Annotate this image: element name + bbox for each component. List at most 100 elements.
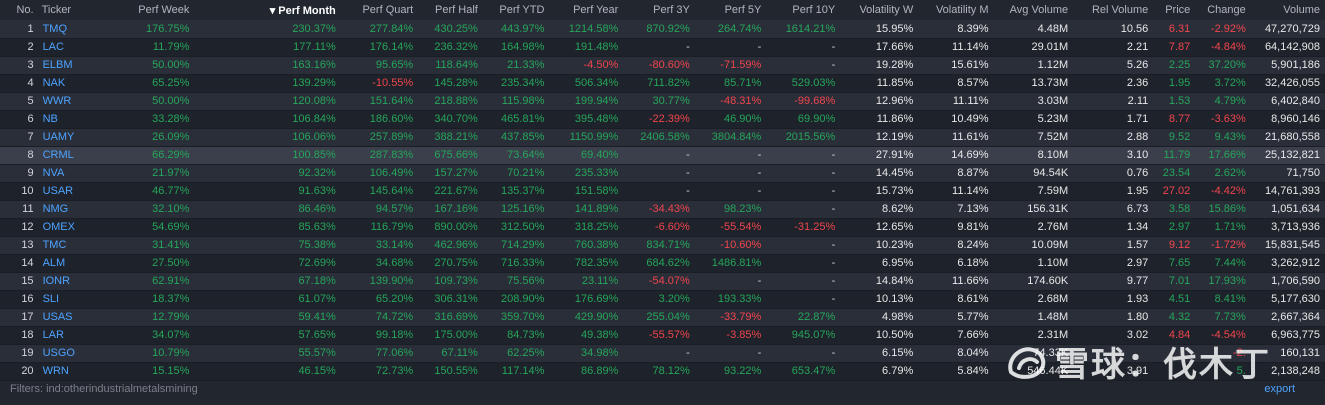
column-header-ticker[interactable]: Ticker	[39, 0, 96, 20]
column-header-perf-5y[interactable]: Perf 5Y	[695, 0, 766, 20]
cell-volume: 71,750	[1250, 164, 1325, 183]
cell-perf-quart: 145.64%	[340, 182, 419, 201]
cell-vol-w: 14.84%	[840, 272, 919, 291]
table-row[interactable]: 18 LAR 34.07% 57.65% 99.18% 175.00% 84.73% 49.3…	[0, 326, 1325, 345]
cell-ticker[interactable]: NMG	[38, 200, 96, 219]
cell-ticker[interactable]: WRN	[38, 362, 96, 381]
cell-perf-3y: 684.62%	[623, 254, 695, 273]
cell-ticker[interactable]: TMQ	[38, 20, 96, 39]
table-row[interactable]: 19 USGO 10.79% 55.57% 77.06% 67.11% 62.25% 34.9…	[0, 344, 1325, 363]
table-row[interactable]: 3 ELBM 50.00% 163.16% 95.65% 118.64% 21.33% -4.…	[0, 56, 1325, 75]
table-row[interactable]: 6 NB 33.28% 106.84% 186.60% 340.70% 465.81% 395…	[0, 110, 1325, 129]
cell-change: 1.71%	[1195, 218, 1251, 237]
cell-no: 17	[0, 308, 39, 327]
cell-ticker[interactable]: NVA	[38, 164, 96, 183]
cell-perf-3y: -	[623, 146, 695, 165]
column-header-avg-volume[interactable]: Avg Volume	[994, 0, 1074, 20]
cell-ticker[interactable]: USGO	[38, 344, 96, 363]
cell-perf-10y: 1614.21%	[766, 20, 841, 39]
cell-ticker[interactable]: IONR	[38, 272, 96, 291]
cell-rel-volume: 1.34	[1073, 218, 1154, 237]
cell-price: 11.79	[1153, 146, 1196, 165]
cell-perf-10y: -	[766, 38, 841, 57]
table-row[interactable]: 14 ALM 27.50% 72.69% 34.68% 270.75% 716.33% 782…	[0, 254, 1325, 273]
cell-price: 1.95	[1153, 74, 1196, 93]
cell-perf-5y: -	[694, 272, 767, 291]
cell-ticker[interactable]: CRML	[38, 146, 96, 165]
column-header-change[interactable]: Change	[1195, 0, 1251, 20]
cell-ticker[interactable]: LAC	[38, 38, 96, 57]
column-header-perf-ytd[interactable]: Perf YTD	[483, 0, 550, 20]
column-header-perf-quart[interactable]: Perf Quart	[341, 0, 418, 20]
export-link[interactable]: export	[1264, 383, 1295, 395]
table-row[interactable]: 8 CRML 66.29% 100.85% 287.83% 675.66% 73.64% 69…	[0, 146, 1325, 165]
cell-vol-w: 6.95%	[840, 254, 919, 273]
cell-ticker[interactable]: UAMY	[38, 128, 96, 147]
column-header-label: Volume	[1283, 4, 1320, 16]
table-row[interactable]: 2 LAC 11.79% 177.11% 176.14% 236.32% 164.98% 19…	[0, 38, 1325, 57]
cell-volume: 2,667,364	[1250, 308, 1325, 327]
column-header-perf-half[interactable]: Perf Half	[418, 0, 483, 20]
cell-ticker[interactable]: ELBM	[38, 56, 96, 75]
cell-ticker[interactable]: NB	[38, 110, 96, 129]
table-row[interactable]: 12 OMEX 54.69% 85.63% 116.79% 890.00% 312.50% 3…	[0, 218, 1325, 237]
cell-price: 2.97	[1153, 218, 1196, 237]
table-row[interactable]: 16 SLI 18.37% 61.07% 65.20% 306.31% 208.90% 176…	[0, 290, 1325, 309]
cell-perf-week: 54.69%	[95, 218, 195, 237]
cell-ticker[interactable]: USAS	[38, 308, 96, 327]
cell-perf-5y: 264.74%	[694, 20, 767, 39]
column-header-perf-10y[interactable]: Perf 10Y	[766, 0, 840, 20]
column-header-perf-3y[interactable]: Perf 3Y	[623, 0, 694, 20]
table-row[interactable]: 15 IONR 62.91% 67.18% 139.90% 109.73% 75.56% 23…	[0, 272, 1325, 291]
cell-perf-3y: 3.20%	[623, 290, 695, 309]
cell-ticker[interactable]: OMEX	[38, 218, 96, 237]
column-header-price[interactable]: Price	[1153, 0, 1195, 20]
cell-perf-3y: 2406.58%	[623, 128, 695, 147]
cell-ticker[interactable]: USAR	[38, 182, 96, 201]
cell-no: 9	[0, 164, 39, 183]
cell-rel-volume: 3.91	[1073, 362, 1154, 381]
column-header-perf-month[interactable]: ▾ Perf Month	[194, 0, 340, 20]
cell-perf-half: 145.28%	[418, 74, 483, 93]
cell-change: -2.92%	[1195, 20, 1251, 39]
column-header-perf-year[interactable]: Perf Year	[549, 0, 623, 20]
table-row[interactable]: 20 WRN 15.15% 46.15% 72.73% 150.55% 117.14% 86.…	[0, 362, 1325, 381]
table-row[interactable]: 1 TMQ 176.75% 230.37% 277.84% 430.25% 443.97% 1…	[0, 20, 1325, 39]
cell-perf-week: 176.75%	[95, 20, 195, 39]
cell-perf-ytd: 135.37%	[482, 182, 550, 201]
column-header-label: Volatility W	[859, 4, 914, 16]
cell-ticker[interactable]: LAR	[38, 326, 96, 345]
column-header-rel-volume[interactable]: Rel Volume	[1073, 0, 1153, 20]
table-row[interactable]: 17 USAS 12.79% 59.41% 74.72% 316.69% 359.70% 42…	[0, 308, 1325, 327]
cell-change: -4.84%	[1195, 38, 1251, 57]
cell-perf-quart: 151.64%	[340, 92, 419, 111]
column-header-volatility-w[interactable]: Volatility W	[840, 0, 918, 20]
cell-avg-volume: 2.76M	[993, 218, 1074, 237]
cell-vol-m: 7.13%	[918, 200, 994, 219]
cell-ticker[interactable]: SLI	[38, 290, 96, 309]
column-header-label: Avg Volume	[1009, 4, 1069, 16]
table-row[interactable]: 13 TMC 31.41% 75.38% 33.14% 462.96% 714.29% 760…	[0, 236, 1325, 255]
table-row[interactable]: 4 NAK 65.25% 139.29% -10.55% 145.28% 235.34% 50…	[0, 74, 1325, 93]
cell-perf-5y: -	[694, 146, 767, 165]
table-row[interactable]: 5 WWR 50.00% 120.08% 151.64% 218.88% 115.98% 19…	[0, 92, 1325, 111]
table-body: 1 TMQ 176.75% 230.37% 277.84% 430.25% 443.97% 1…	[0, 20, 1325, 381]
column-header-volume[interactable]: Volume	[1251, 0, 1325, 20]
cell-ticker[interactable]: WWR	[38, 92, 96, 111]
table-row[interactable]: 11 NMG 32.10% 86.46% 94.57% 167.16% 125.16% 141…	[0, 200, 1325, 219]
cell-ticker[interactable]: NAK	[38, 74, 96, 93]
cell-perf-10y: -	[766, 200, 841, 219]
cell-vol-m: 5.84%	[918, 362, 994, 381]
table-row[interactable]: 7 UAMY 26.09% 106.06% 257.89% 388.21% 437.85% 1…	[0, 128, 1325, 147]
cell-perf-ytd: 437.85%	[482, 128, 550, 147]
cell-ticker[interactable]: ALM	[38, 254, 96, 273]
table-row[interactable]: 10 USAR 46.77% 91.63% 145.64% 221.67% 135.37% 1…	[0, 182, 1325, 201]
column-header-perf-week[interactable]: Perf Week	[95, 0, 194, 20]
column-header-volatility-m[interactable]: Volatility M	[918, 0, 993, 20]
table-row[interactable]: 9 NVA 21.97% 92.32% 106.49% 157.27% 70.21% 235.…	[0, 164, 1325, 183]
column-header-no[interactable]: No.	[0, 0, 39, 20]
cell-volume: 47,270,729	[1250, 20, 1325, 39]
cell-ticker[interactable]: TMC	[38, 236, 96, 255]
cell-avg-volume: 156.31K	[993, 200, 1074, 219]
cell-vol-w: 6.79%	[840, 362, 919, 381]
